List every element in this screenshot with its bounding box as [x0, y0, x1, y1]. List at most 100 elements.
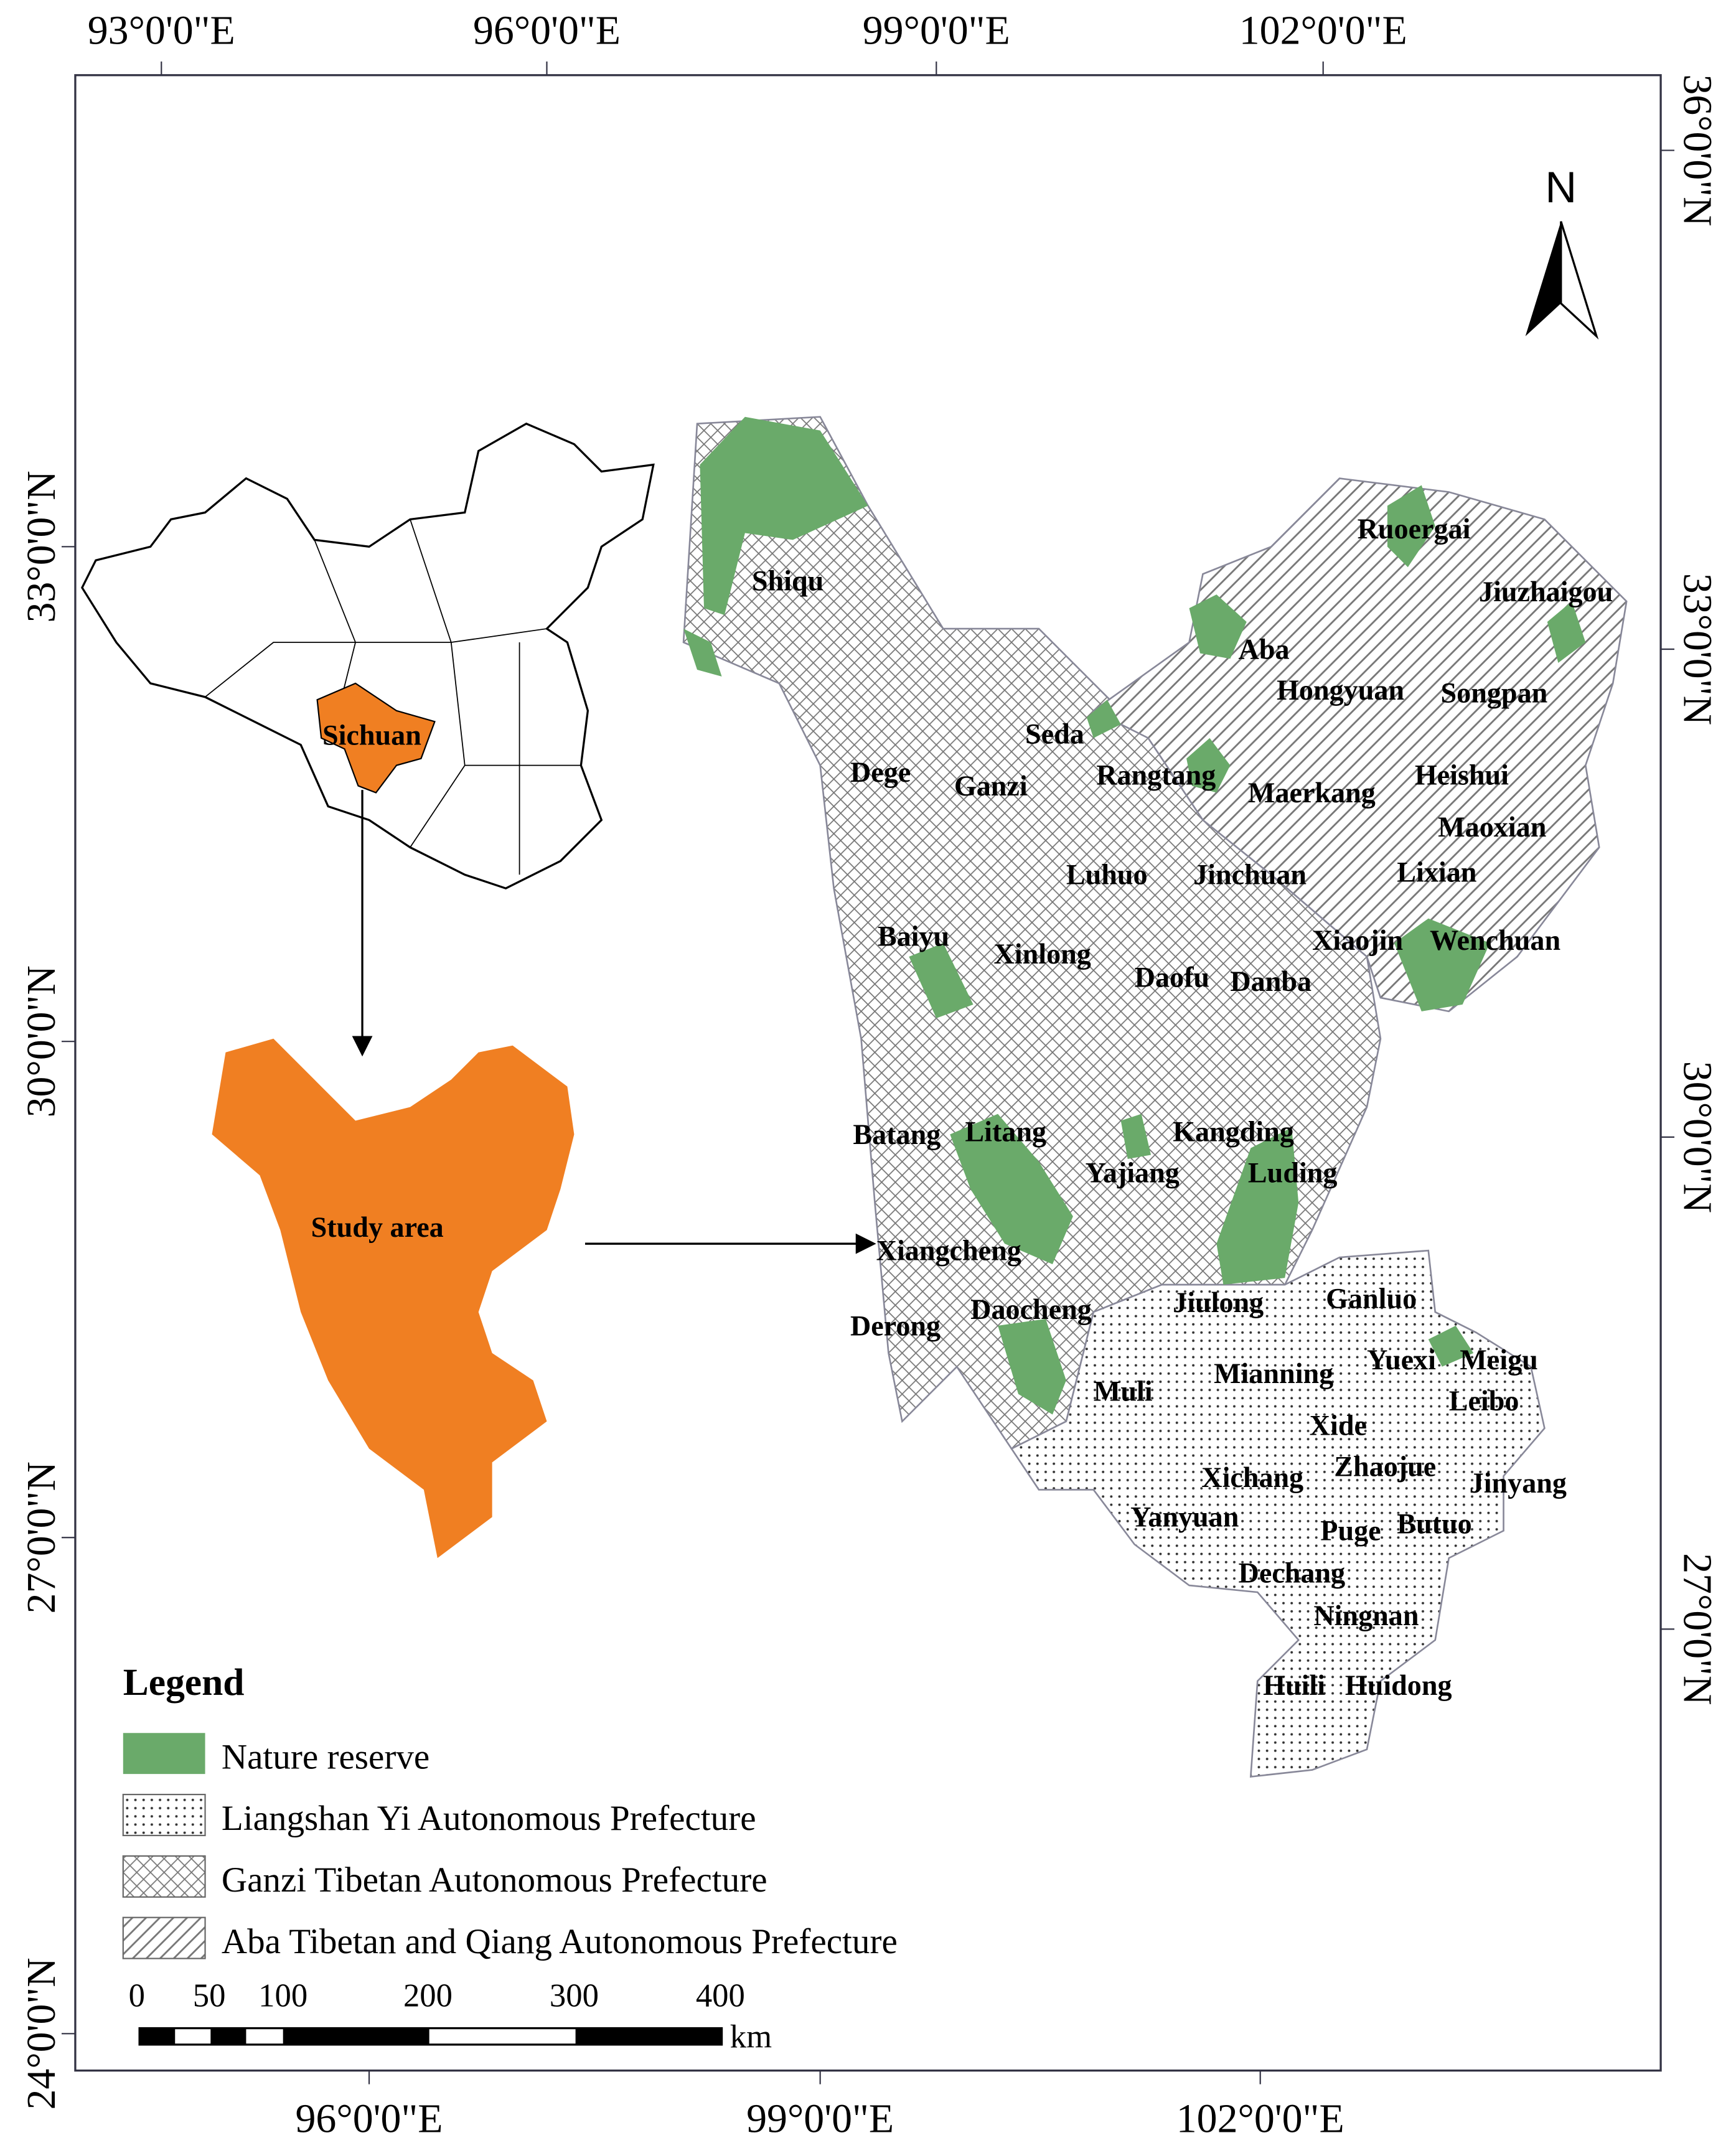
top-axis-label: 102°0'0"E	[1239, 7, 1407, 53]
legend-label: Aba Tibetan and Qiang Autonomous Prefect…	[222, 1922, 898, 1961]
reserve	[1387, 485, 1435, 568]
reserve	[1086, 700, 1121, 738]
legend-label: Ganzi Tibetan Autonomous Prefecture	[222, 1860, 767, 1900]
county-label: Litang	[965, 1115, 1046, 1147]
reserve	[1186, 738, 1231, 793]
bottom-axis-label: 99°0'0"E	[746, 2096, 894, 2141]
legend-title: Legend	[123, 1661, 245, 1704]
county-label: Xiaojin	[1312, 924, 1403, 956]
reserve	[1216, 1127, 1299, 1285]
top-axis-label: 96°0'0"E	[473, 7, 621, 53]
county-label: Shiqu	[752, 565, 823, 597]
reserve	[1189, 594, 1247, 659]
county-label: Jinchuan	[1193, 859, 1307, 891]
county-label: Danba	[1230, 965, 1311, 997]
county-label: Yajiang	[1086, 1156, 1180, 1188]
county-label: Ganluo	[1326, 1282, 1417, 1314]
scale-label: 200	[403, 1977, 453, 2014]
china-outline	[81, 422, 655, 890]
left-axis-label: 33°0'0"N	[19, 471, 64, 622]
county-label: Luding	[1248, 1156, 1338, 1188]
county-label: Yanyuan	[1130, 1501, 1239, 1533]
county-label: Songpan	[1441, 677, 1548, 709]
county-label: Yuexi	[1367, 1344, 1436, 1376]
reserve	[909, 943, 974, 1018]
county-label: Daocheng	[970, 1293, 1092, 1325]
scale-label: 100	[258, 1977, 307, 2014]
legend-swatch	[122, 1855, 206, 1898]
county-label: Jiulong	[1173, 1287, 1264, 1318]
scale-bar: 0 50 100 200 300 400	[129, 1977, 745, 2046]
liangshan-region	[1010, 1249, 1546, 1778]
county-label: Derong	[850, 1310, 941, 1341]
county-label: Jiuzhaigou	[1479, 576, 1613, 607]
county-label: Baiyu	[878, 920, 949, 952]
county-label: Aba	[1239, 633, 1290, 665]
county-label: Meigu	[1460, 1344, 1538, 1376]
left-axis-label: 27°0'0"N	[19, 1461, 64, 1613]
county-label: Leibo	[1449, 1385, 1519, 1417]
left-axis-label: 24°0'0"N	[19, 1958, 64, 2109]
county-label: Mianning	[1214, 1358, 1333, 1389]
county-label: Ganzi	[954, 770, 1028, 802]
legend-swatch	[122, 1793, 206, 1837]
bottom-axis-label: 96°0'0"E	[296, 2096, 443, 2141]
county-label: Xichang	[1201, 1461, 1303, 1493]
county-label: Ruoergai	[1358, 513, 1471, 545]
top-axis-label: 99°0'0"E	[863, 7, 1010, 53]
county-label: Ningnan	[1313, 1600, 1419, 1631]
reserve	[1428, 1325, 1474, 1367]
county-label: Zhaojue	[1334, 1450, 1436, 1482]
county-label: Rangtang	[1096, 759, 1216, 790]
right-axis-label: 27°0'0"N	[1674, 1553, 1720, 1705]
china-provinces	[204, 519, 581, 875]
reserve	[1394, 918, 1490, 1011]
map-frame	[74, 74, 1662, 2072]
legend-label: Nature reserve	[222, 1737, 429, 1776]
county-label: Batang	[853, 1118, 941, 1150]
county-label: Puge	[1320, 1515, 1381, 1547]
right-axis-label: 30°0'0"N	[1674, 1061, 1720, 1213]
county-label: Lixian	[1397, 856, 1476, 888]
inset-label: Sichuan	[322, 720, 421, 751]
legend: Nature reserve Liangshan Yi Autonomous Pr…	[122, 1733, 898, 1961]
county-label: Muli	[1094, 1376, 1153, 1407]
scale-label: 300	[550, 1977, 599, 2014]
scale-label: 50	[193, 1977, 226, 2014]
county-label: Wenchuan	[1430, 924, 1560, 956]
study-area-label: Study area	[311, 1211, 444, 1243]
legend-swatch	[122, 1916, 206, 1959]
county-label: Dege	[850, 756, 911, 788]
county-label: Xinlong	[994, 938, 1091, 970]
county-label: Xiangcheng	[876, 1235, 1021, 1267]
county-label: Xide	[1310, 1410, 1367, 1442]
nature-reserves	[683, 416, 1586, 1415]
reserve	[700, 416, 868, 616]
legend-swatch	[123, 1733, 205, 1775]
reserve	[998, 1318, 1066, 1415]
scale-label: 400	[696, 1977, 745, 2014]
scale-unit: km	[730, 2019, 772, 2055]
sichuan-inset	[316, 682, 436, 794]
left-axis-label: 30°0'0"N	[19, 965, 64, 1117]
study-area	[212, 1038, 575, 1559]
reserve	[1120, 1114, 1152, 1160]
right-axis-label: 33°0'0"N	[1674, 573, 1720, 725]
legend-label: Liangshan Yi Autonomous Prefecture	[222, 1799, 756, 1838]
county-label: Maerkang	[1248, 777, 1376, 809]
county-label: Butuo	[1397, 1508, 1471, 1540]
county-label: Daofu	[1135, 961, 1209, 993]
scale-label: 0	[129, 1977, 145, 2014]
county-label: Maoxian	[1438, 811, 1546, 843]
reserve	[950, 1114, 1073, 1265]
reserve	[683, 629, 722, 677]
north-label: N	[1545, 162, 1577, 212]
county-label: Heishui	[1415, 759, 1509, 790]
top-axis-label: 93°0'0"E	[88, 7, 235, 53]
county-label: Huidong	[1345, 1669, 1452, 1701]
right-axis-label: 36°0'0"N	[1674, 74, 1720, 226]
county-label: Hongyuan	[1277, 674, 1404, 706]
county-label: Huili	[1263, 1669, 1325, 1701]
county-label: Kangding	[1173, 1115, 1294, 1147]
